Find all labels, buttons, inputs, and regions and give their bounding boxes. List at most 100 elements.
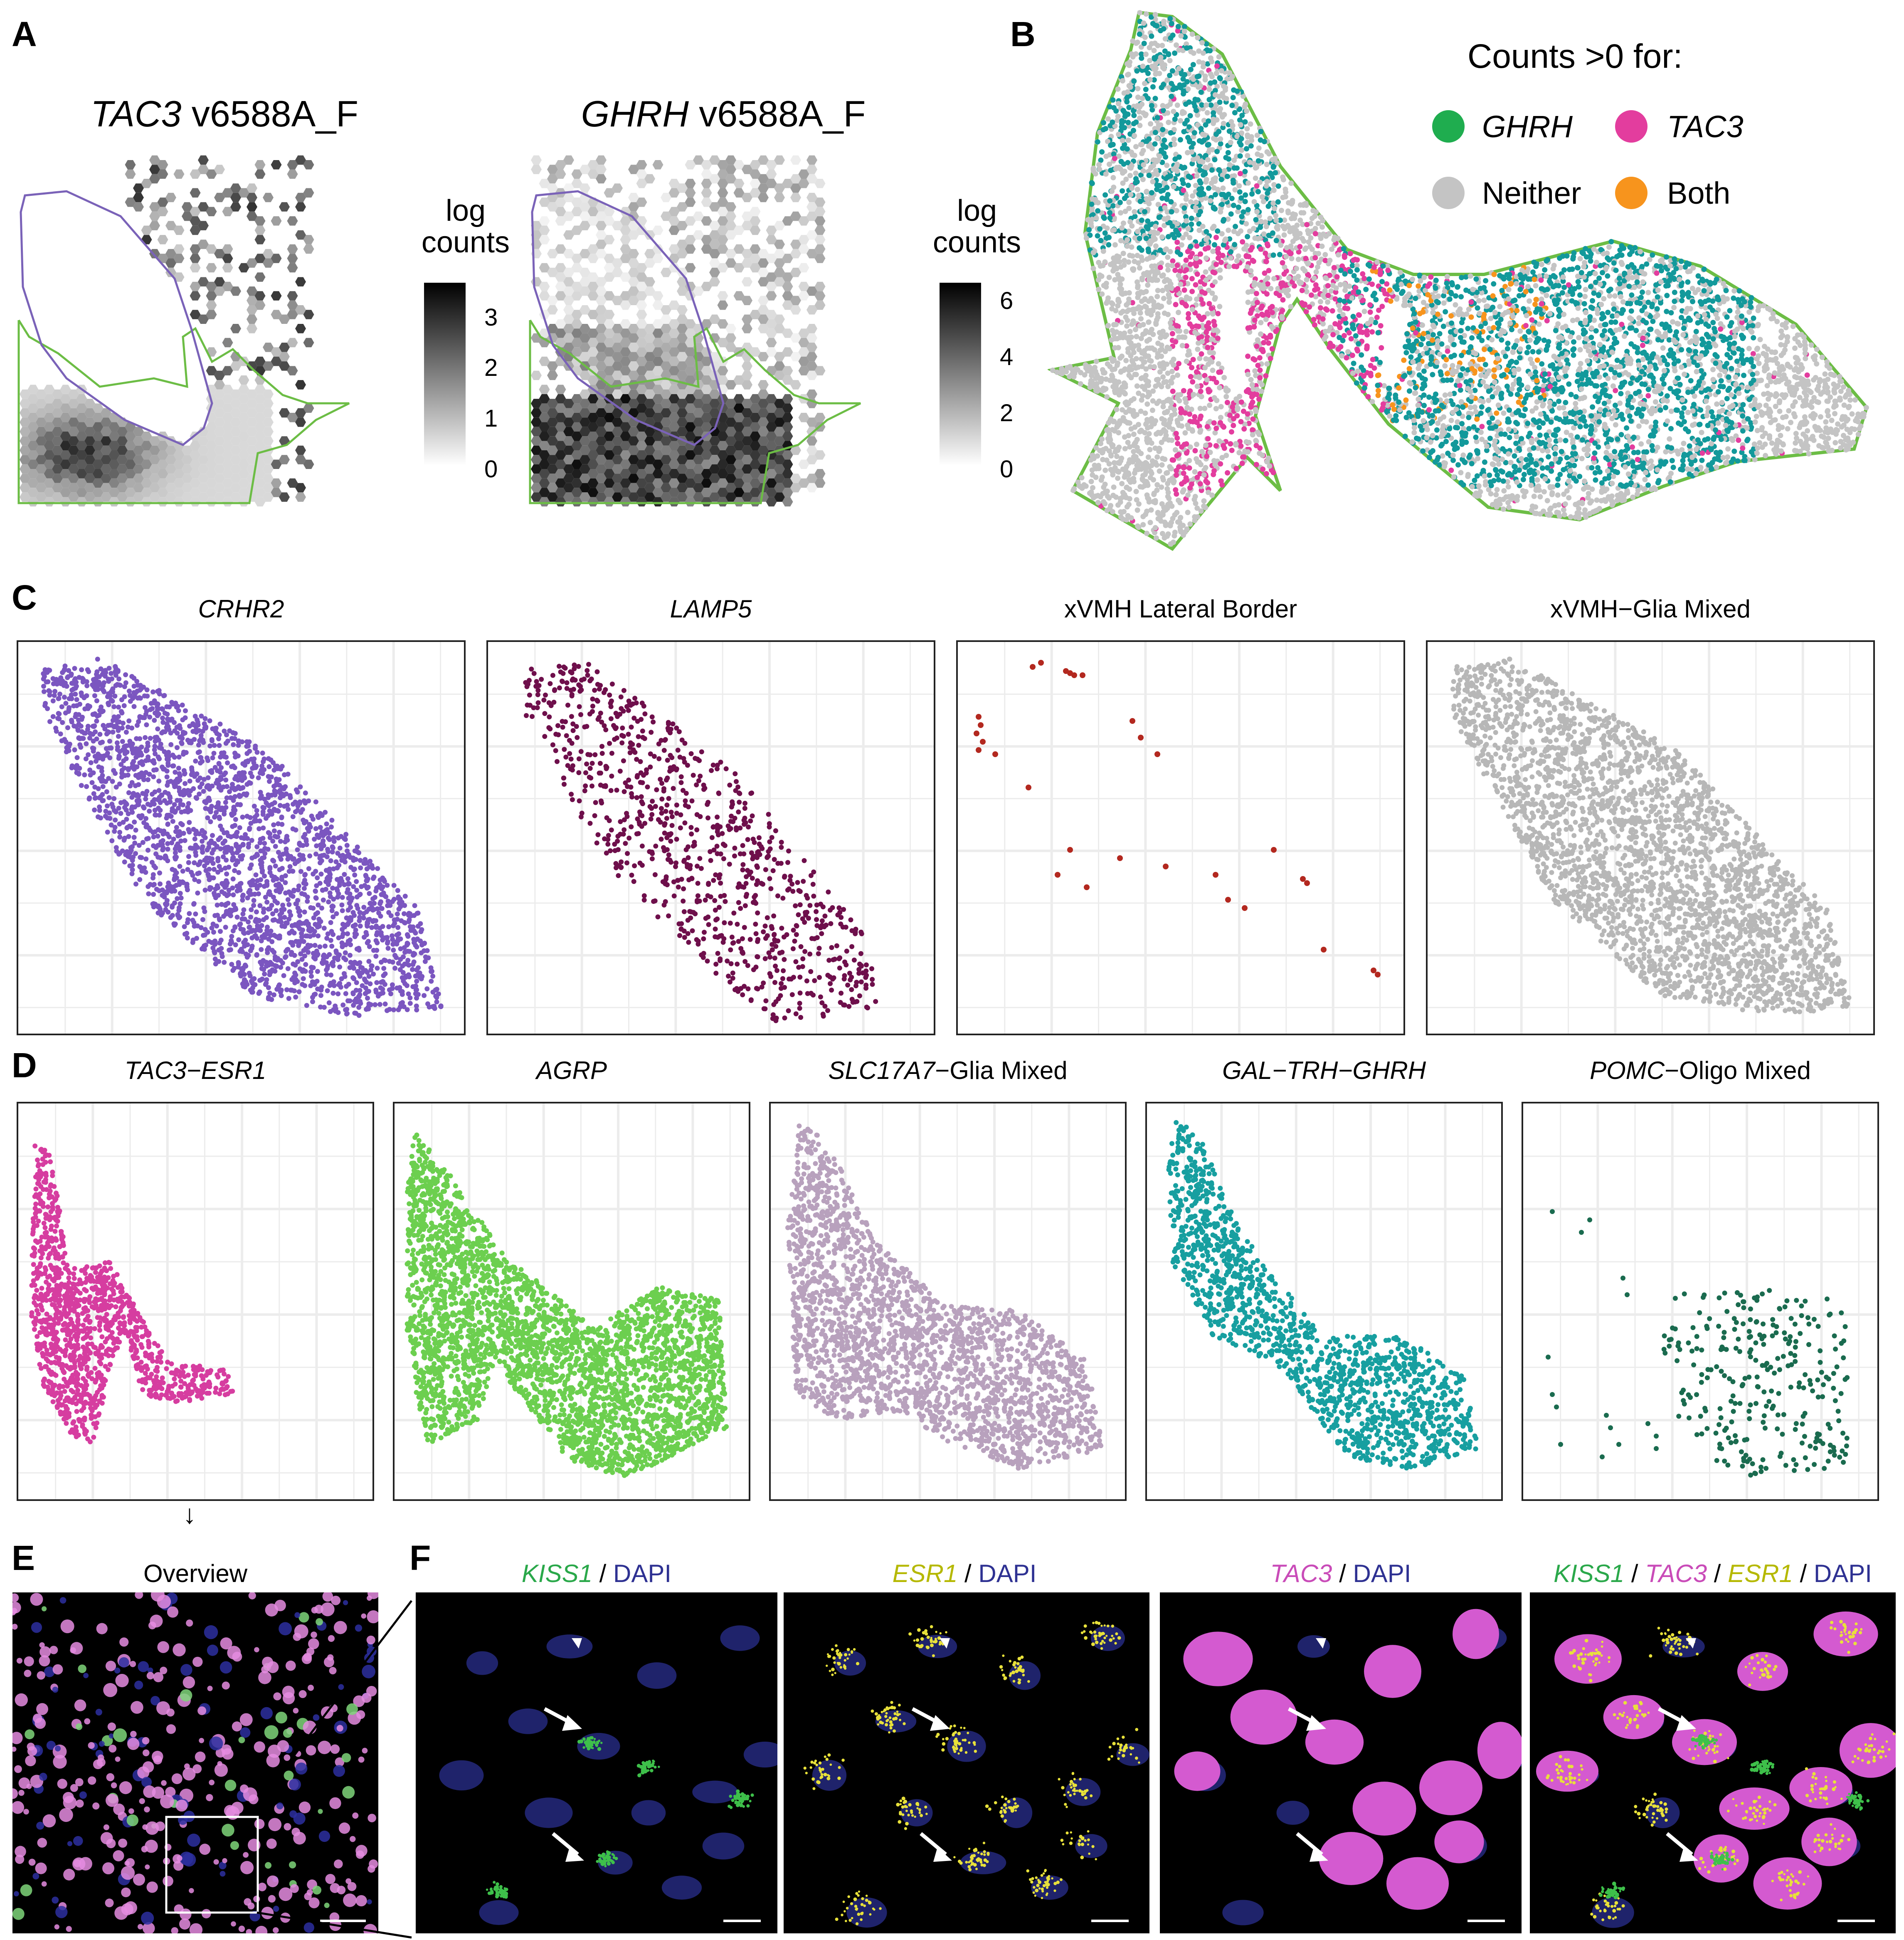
cell-tac3 <box>1311 317 1317 323</box>
hex-bin <box>133 202 144 212</box>
cell-ghrh <box>1516 408 1521 414</box>
hex-bin <box>782 403 793 413</box>
hex-bin <box>125 169 136 179</box>
hex-bin <box>644 445 655 455</box>
hex-bin <box>531 455 542 464</box>
hex-bin <box>782 291 793 301</box>
cell-ghrh <box>1490 304 1496 310</box>
hex-bin <box>214 492 225 502</box>
hex-bin <box>190 225 201 235</box>
hex-bin <box>798 459 809 469</box>
hex-bin <box>271 160 282 170</box>
hex-bin <box>644 436 655 446</box>
hex-bin <box>547 370 558 380</box>
cell-neither <box>1458 470 1464 476</box>
cell-neither <box>1814 346 1820 352</box>
hex-bin <box>133 474 144 483</box>
hex-bin <box>36 445 47 455</box>
cell-ghrh <box>1420 336 1426 342</box>
hex-bin <box>709 202 720 212</box>
hex-bin <box>677 221 688 230</box>
hex-bin <box>531 464 542 474</box>
hex-bin <box>782 412 793 422</box>
hex-bin <box>717 366 728 375</box>
cell-neither <box>1172 447 1178 453</box>
hex-bin <box>555 319 566 329</box>
hex-bin <box>539 441 550 450</box>
cell-neither <box>1224 388 1230 394</box>
hex-bin <box>750 225 761 235</box>
cell-neither <box>1717 409 1722 415</box>
hex-bin <box>295 417 306 427</box>
cell-both <box>1401 357 1407 363</box>
panel-a-title-1-gene: TAC3 <box>91 93 181 134</box>
cell-neither <box>1216 438 1222 444</box>
hex-bin <box>814 207 826 217</box>
cell-tac3 <box>1183 257 1189 263</box>
hex-bin <box>531 445 542 455</box>
cell-neither <box>1217 385 1223 390</box>
hex-bin <box>652 394 663 404</box>
hex-bin <box>580 165 590 174</box>
hex-bin <box>652 319 663 329</box>
cell-ghrh <box>1561 267 1567 273</box>
hex-bin <box>628 361 639 371</box>
hex-bin <box>644 389 655 399</box>
cell-ghrh <box>1236 204 1241 210</box>
hex-bin <box>295 277 306 286</box>
cell-neither <box>1200 159 1206 165</box>
hex-bin <box>661 352 671 362</box>
hex-bin <box>20 427 30 437</box>
hex-bin <box>693 211 704 221</box>
cell-neither <box>1133 170 1139 176</box>
cell-neither <box>1235 209 1241 215</box>
cell-both <box>1502 284 1508 289</box>
hex-bin <box>766 441 777 450</box>
hex-bin <box>709 314 720 324</box>
hex-bin <box>717 488 728 497</box>
cell-ghrh <box>1608 239 1614 244</box>
hex-bin <box>685 366 696 375</box>
cell-neither <box>1561 507 1566 513</box>
hex-bin <box>596 474 607 483</box>
hex-bin <box>198 445 209 455</box>
hex-bin <box>661 305 671 315</box>
hex-bin <box>604 403 615 413</box>
cell-tac3 <box>1269 310 1275 316</box>
hex-bin <box>596 305 607 315</box>
hex-bin <box>668 459 680 469</box>
hex-bin <box>214 445 225 455</box>
hex-bin <box>222 207 233 217</box>
hex-bin <box>587 244 599 254</box>
hex-bin <box>555 478 566 488</box>
cell-ghrh <box>1185 183 1191 188</box>
hex-bin <box>661 314 671 324</box>
hex-bin <box>701 188 712 198</box>
cell-neither <box>1825 435 1831 441</box>
hex-bin <box>60 403 71 413</box>
hex-bin <box>790 174 801 184</box>
hex-bin <box>547 483 558 493</box>
hex-bin <box>668 385 680 394</box>
hex-bin <box>580 267 590 277</box>
hex-bin <box>303 244 314 254</box>
cell-neither <box>1641 329 1647 335</box>
cell-neither <box>1460 426 1466 432</box>
hex-bin <box>547 296 558 305</box>
cell-ghrh <box>1605 309 1611 315</box>
hex-bin <box>125 478 136 488</box>
hex-bin <box>604 432 615 441</box>
hex-bin <box>652 441 663 450</box>
hex-bin <box>555 272 566 282</box>
hex-bin <box>587 291 599 301</box>
hex-bin <box>717 207 728 217</box>
hex-bin <box>52 389 63 399</box>
cell-neither <box>1618 259 1624 265</box>
hex-bin <box>547 492 558 502</box>
hex-bin <box>668 403 680 413</box>
cell-ghrh <box>1600 270 1605 276</box>
hex-bin <box>587 328 599 338</box>
cell-ghrh <box>1688 378 1694 384</box>
hex-bin <box>636 412 647 422</box>
hex-bin <box>685 235 696 244</box>
